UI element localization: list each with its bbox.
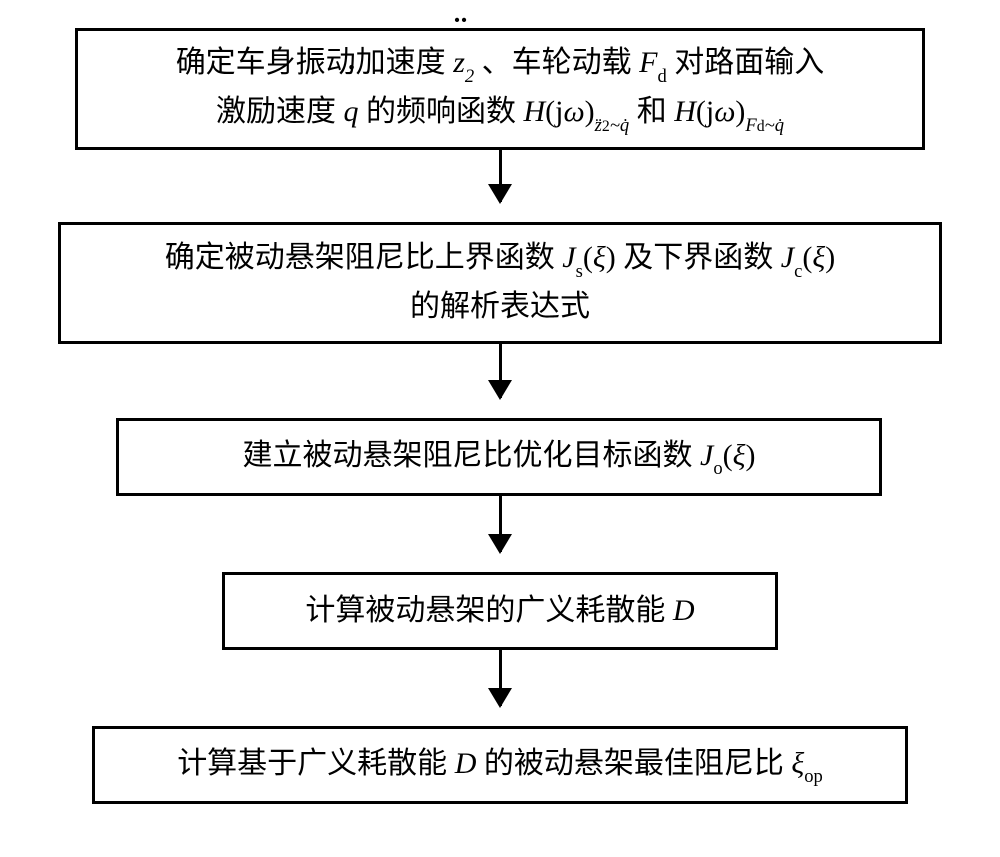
flow-node-text: 计算被动悬架的广义耗散能 D <box>305 588 694 635</box>
flow-node-n4: 计算被动悬架的广义耗散能 D <box>222 572 778 650</box>
arrow-down-icon <box>499 496 502 552</box>
flow-arrow-1 <box>0 150 1000 220</box>
flow-node-n5: 计算基于广义耗散能 D 的被动悬架最佳阻尼比 ξop <box>92 726 908 804</box>
flow-node-text: 确定车身振动加速度 z2 、车轮动载 Fd 对路面输入激励速度 q 的频响函数 … <box>176 40 825 138</box>
arrow-down-icon <box>499 150 502 202</box>
arrow-down-icon <box>499 650 502 706</box>
flow-node-text: 建立被动悬架阻尼比优化目标函数 Jo(ξ) <box>243 433 756 482</box>
flow-node-text: 计算基于广义耗散能 D 的被动悬架最佳阻尼比 ξop <box>177 741 823 790</box>
flow-node-n3: 建立被动悬架阻尼比优化目标函数 Jo(ξ) <box>116 418 882 496</box>
flow-arrow-4 <box>0 650 1000 724</box>
flow-arrow-2 <box>0 344 1000 416</box>
flow-node-n1: 确定车身振动加速度 z2 、车轮动载 Fd 对路面输入激励速度 q 的频响函数 … <box>75 28 925 150</box>
flow-node-text: 确定被动悬架阻尼比上界函数 Js(ξ) 及下界函数 Jc(ξ)的解析表达式 <box>165 235 835 330</box>
flow-arrow-3 <box>0 496 1000 570</box>
flow-node-n2: 确定被动悬架阻尼比上界函数 Js(ξ) 及下界函数 Jc(ξ)的解析表达式 <box>58 222 942 344</box>
flowchart-canvas: 确定车身振动加速度 z2 、车轮动载 Fd 对路面输入激励速度 q 的频响函数 … <box>0 0 1000 857</box>
arrow-down-icon <box>499 344 502 398</box>
